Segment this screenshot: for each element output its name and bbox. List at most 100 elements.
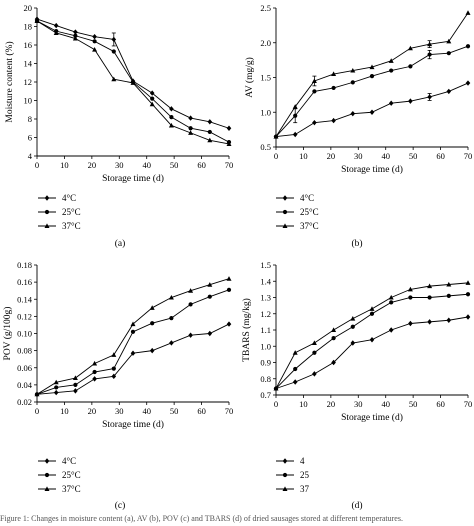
data-point	[369, 311, 375, 316]
legend-label: 4°C	[300, 193, 314, 203]
data-point	[465, 292, 471, 297]
data-point	[331, 71, 337, 77]
data-point	[407, 286, 413, 292]
legend-marker	[282, 472, 288, 478]
data-point	[292, 104, 298, 109]
y-tick-label: 0.10	[17, 329, 32, 339]
data-point	[292, 350, 298, 355]
y-tick-label: 0.14	[17, 294, 33, 304]
data-point	[111, 352, 117, 357]
data-point	[53, 22, 59, 29]
legend-label: 4	[300, 456, 305, 466]
data-point	[293, 366, 298, 372]
data-point	[53, 389, 59, 396]
data-point	[150, 96, 155, 101]
x-tick-label: 70	[225, 406, 234, 416]
data-point	[73, 29, 78, 35]
y-tick-label: 1.1	[260, 325, 271, 335]
data-point	[389, 300, 394, 305]
data-point	[188, 288, 194, 293]
data-point	[111, 76, 117, 82]
data-point	[446, 317, 452, 323]
data-point	[54, 385, 59, 390]
y-tick-label: 0.9	[260, 358, 271, 368]
data-point	[408, 320, 413, 327]
x-tick-label: 50	[170, 160, 179, 170]
data-point	[207, 129, 212, 135]
x-tick-label: 20	[327, 399, 336, 409]
y-tick-label: 0.06	[17, 363, 32, 373]
data-point	[130, 350, 136, 356]
data-point	[111, 373, 117, 380]
y-axis-label: TBARS (mg/kg)	[241, 298, 252, 362]
data-point	[388, 294, 394, 300]
legend-marker	[44, 223, 50, 228]
data-point	[350, 340, 356, 346]
data-point	[130, 321, 136, 327]
data-point	[188, 332, 193, 338]
legend-marker	[44, 486, 50, 491]
data-point	[92, 47, 98, 52]
data-point	[446, 88, 452, 95]
x-tick-label: 70	[225, 160, 234, 170]
y-tick-label: 8	[28, 114, 32, 124]
y-tick-label: 0.02	[17, 397, 32, 407]
series-line-0	[275, 316, 469, 389]
data-point	[169, 315, 174, 321]
x-tick-label: 40	[381, 399, 390, 409]
x-tick-label: 50	[409, 399, 418, 409]
y-tick-label: 6	[28, 133, 32, 143]
data-point	[446, 38, 452, 44]
data-point	[130, 329, 136, 334]
y-tick-label: 0.08	[17, 346, 32, 356]
x-tick-label: 10	[60, 160, 69, 170]
x-tick-label: 0	[274, 399, 278, 409]
data-point	[169, 106, 174, 112]
y-tick-label: 0.04	[17, 380, 33, 390]
data-point	[312, 89, 317, 94]
x-tick-label: 30	[115, 160, 124, 170]
data-point	[73, 33, 78, 38]
data-point	[388, 100, 394, 106]
x-tick-label: 20	[327, 151, 336, 161]
x-tick-label: 0	[274, 151, 278, 161]
legend-label: 37°C	[300, 221, 319, 231]
data-point	[207, 330, 213, 337]
y-tick-label: 0.5	[260, 142, 271, 152]
x-tick-label: 50	[170, 406, 179, 416]
x-tick-label: 60	[197, 160, 206, 170]
x-tick-label: 20	[88, 406, 97, 416]
data-point	[311, 340, 317, 345]
data-point	[427, 295, 432, 300]
data-point	[207, 137, 213, 143]
series-line-2	[36, 278, 230, 395]
legend-marker	[282, 223, 288, 228]
data-point	[350, 67, 356, 73]
data-point	[350, 324, 355, 329]
x-tick-label: 60	[436, 399, 445, 409]
data-point	[226, 321, 232, 327]
data-point	[465, 80, 471, 86]
series-line-0	[36, 323, 230, 395]
data-point	[388, 327, 394, 333]
y-axis-label: Moisture content (%)	[4, 41, 15, 122]
data-point	[168, 294, 174, 300]
data-point	[168, 122, 174, 128]
panel-label: (c)	[115, 500, 126, 511]
data-point	[188, 302, 193, 307]
data-point	[446, 293, 451, 298]
y-tick-label: 0.12	[17, 311, 32, 321]
data-point	[273, 385, 279, 391]
y-axis-label: AV (mg/g)	[244, 57, 255, 98]
data-point	[389, 68, 394, 73]
y-tick-label: 1.3	[260, 293, 271, 303]
panel-label: (d)	[351, 500, 362, 511]
data-point	[92, 360, 98, 366]
x-tick-label: 0	[35, 160, 39, 170]
data-point	[34, 391, 40, 397]
data-point	[72, 35, 78, 41]
x-tick-label: 60	[436, 151, 445, 161]
legend-label: 4°C	[62, 456, 76, 466]
x-tick-label: 10	[299, 151, 308, 161]
